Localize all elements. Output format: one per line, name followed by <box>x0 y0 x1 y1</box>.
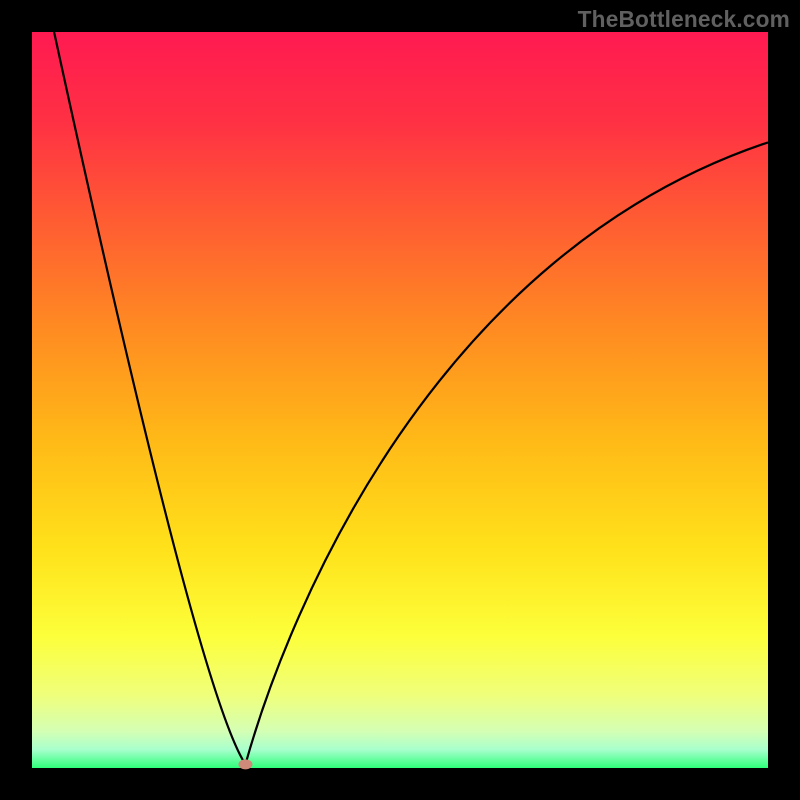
watermark-text: TheBottleneck.com <box>578 6 790 33</box>
gradient-background <box>32 32 768 768</box>
figure-canvas: TheBottleneck.com <box>0 0 800 800</box>
bottleneck-chart <box>32 32 768 768</box>
plot-area <box>32 32 768 768</box>
minimum-marker <box>238 759 252 769</box>
